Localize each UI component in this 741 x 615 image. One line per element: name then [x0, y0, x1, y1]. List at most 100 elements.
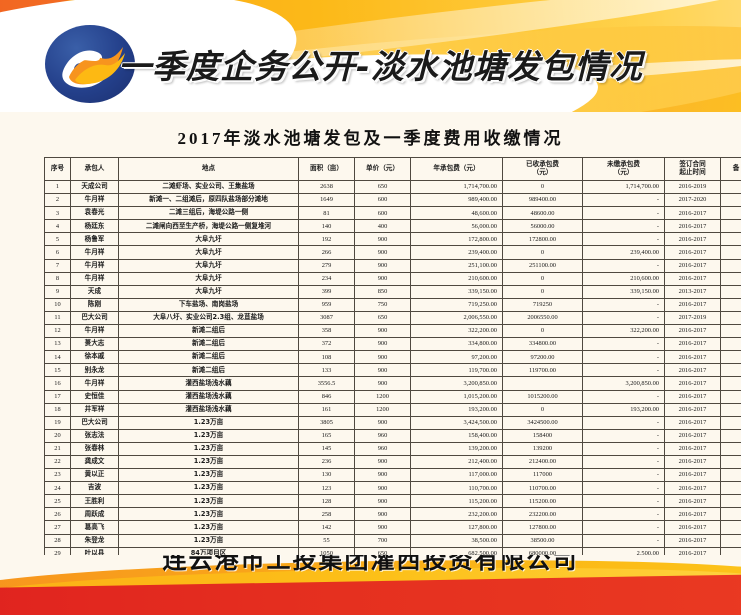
row-area: 3805 — [298, 415, 355, 430]
row-unit-price: 900 — [354, 494, 411, 509]
row-contract-period: 2016-2017 — [664, 297, 721, 312]
row-paid-fee: 989400.00 — [502, 193, 583, 208]
row-area: 128 — [298, 494, 355, 509]
row-index: 12 — [44, 324, 71, 339]
row-location: 1.23万亩 — [118, 454, 299, 470]
row-unit-price: 750 — [354, 297, 411, 312]
row-remarks — [720, 232, 741, 247]
row-index: 27 — [44, 520, 71, 535]
row-annual-fee: 2,006,550.00 — [410, 310, 503, 326]
row-contractor: 蒉大志 — [70, 337, 119, 352]
table-row: 23 黄以正 1.23万亩 130 900 117,000.00 117000-2016-2… — [44, 468, 741, 483]
row-contract-period: 2017-2020 — [664, 193, 721, 208]
table-row: 24 吉波 1.23万亩 123 900 110,700.00 110700.00-2016… — [44, 481, 741, 496]
row-area: 123 — [298, 481, 355, 496]
row-area: 165 — [298, 428, 355, 443]
col-header-remarks: 备 注 — [720, 157, 741, 181]
row-paid-fee: 110700.00 — [502, 481, 583, 496]
row-unpaid-fee: - — [582, 428, 665, 443]
row-paid-fee: 158400 — [502, 428, 583, 443]
table-row: 17 史恒佳 灌西盐场浅水藕 846 1200 1,015,200.00 1015200.0… — [44, 389, 741, 404]
logo-swoosh-icon — [62, 47, 125, 88]
row-paid-fee: 0 — [502, 245, 583, 260]
table-row: 13 蒉大志 新滩二组后 372 900 334,800.00 334800.00-2016… — [44, 337, 741, 352]
row-area: 236 — [298, 454, 355, 470]
row-unit-price: 1200 — [354, 402, 411, 417]
row-contractor: 巴大公司 — [70, 310, 119, 326]
row-contractor: 史恒佳 — [70, 389, 119, 404]
row-paid-fee: 119700.00 — [502, 363, 583, 378]
row-paid-fee — [502, 376, 583, 391]
row-index: 22 — [44, 454, 71, 470]
row-paid-fee: 0 — [502, 284, 583, 299]
row-unpaid-fee: - — [582, 193, 665, 208]
row-annual-fee: 210,600.00 — [410, 271, 503, 286]
row-unpaid-fee: - — [582, 232, 665, 247]
row-contractor: 徐本戚 — [70, 350, 119, 365]
row-area: 846 — [298, 389, 355, 404]
row-unpaid-fee: - — [582, 206, 665, 221]
table-body: 1 天成公司 二滩虾场、实业公司、王集盐场 2638 650 1,714,700.00 0 1… — [44, 179, 741, 574]
row-unpaid-fee: - — [582, 481, 665, 496]
row-unpaid-fee: 1,714,700.00 — [582, 179, 665, 195]
row-index: 14 — [44, 350, 71, 365]
row-location: 新滩二组后 — [118, 350, 299, 365]
row-paid-fee: 212400.00 — [502, 454, 583, 470]
row-contractor: 杨廷东 — [70, 219, 119, 234]
col-header-location: 地点 — [118, 157, 299, 181]
row-index: 18 — [44, 402, 71, 417]
row-unpaid-fee: - — [582, 454, 665, 470]
row-paid-fee: 1015200.00 — [502, 389, 583, 404]
table-row: 15 别永龙 新滩二组后 133 900 119,700.00 119700.00-2016… — [44, 363, 741, 378]
row-location: 新滩二组后 — [118, 363, 299, 378]
row-area: 108 — [298, 350, 355, 365]
row-remarks — [720, 363, 741, 378]
col-header-index: 序号 — [44, 157, 71, 181]
row-unit-price: 400 — [354, 219, 411, 234]
table-row: 26 周跃成 1.23万亩 258 900 232,200.00 232200.00-201… — [44, 507, 741, 522]
table-row: 4 杨廷东 二滩闸向西至生产桥，海堤公路一侧复堆河 140 400 56,000.00 56… — [44, 219, 741, 234]
row-remarks — [720, 245, 741, 260]
row-contractor: 天成 — [70, 284, 119, 299]
table-header-row: 序号 承包人 地点 面积（亩） 单价（元） 年承包费（元） 已收承包费 （元） … — [44, 157, 741, 181]
row-location: 下车盐场、南岗盐场 — [118, 297, 299, 312]
row-unpaid-fee: - — [582, 468, 665, 483]
row-unpaid-fee: - — [582, 494, 665, 509]
row-area: 130 — [298, 468, 355, 483]
row-contract-period: 2016-2017 — [664, 363, 721, 378]
row-contract-period: 2016-2017 — [664, 219, 721, 234]
row-paid-fee: 48600.00 — [502, 206, 583, 221]
row-area: 161 — [298, 402, 355, 417]
row-contractor: 袁春光 — [70, 206, 119, 221]
row-unpaid-fee: 210,600.00 — [582, 271, 665, 286]
table-row: 2 牛月祥 新滩一、二组滩后，原四队盐场部分滩地 1649 600 989,400.00 9… — [44, 193, 741, 208]
row-index: 20 — [44, 428, 71, 443]
row-annual-fee: 3,424,500.00 — [410, 415, 503, 430]
row-contractor: 杨鲁军 — [70, 232, 119, 247]
row-unit-price: 900 — [354, 363, 411, 378]
row-index: 28 — [44, 533, 71, 548]
row-unit-price: 900 — [354, 507, 411, 522]
row-paid-fee: 0 — [502, 179, 583, 195]
row-paid-fee: 127800.00 — [502, 520, 583, 535]
row-contract-period: 2016-2017 — [664, 206, 721, 221]
row-location: 二滩虾场、实业公司、王集盐场 — [118, 179, 299, 195]
row-remarks — [720, 441, 741, 456]
row-contractor: 陈刚 — [70, 297, 119, 312]
row-annual-fee: 193,200.00 — [410, 402, 503, 417]
table-row: 18 井军祥 灌西盐场浅水藕 161 1200 193,200.00 0 193,200.00… — [44, 402, 741, 417]
row-unpaid-fee: - — [582, 363, 665, 378]
document-title: 2017年淡水池塘发包及一季度费用收缴情况 — [177, 129, 564, 148]
row-area: 1649 — [298, 193, 355, 208]
row-index: 7 — [44, 258, 71, 273]
row-annual-fee: 38,500.00 — [410, 533, 503, 548]
page-banner: 一季度企务公开-淡水池塘发包情况 — [0, 0, 741, 112]
row-index: 9 — [44, 284, 71, 299]
row-contract-period: 2016-2017 — [664, 258, 721, 273]
contracts-table: 序号 承包人 地点 面积（亩） 单价（元） 年承包费（元） 已收承包费 （元） … — [44, 157, 741, 574]
row-location: 二滩三组后，海堤公路一侧 — [118, 206, 299, 221]
row-unit-price: 900 — [354, 468, 411, 483]
row-contractor: 吉波 — [70, 481, 119, 496]
row-contract-period: 2016-2017 — [664, 337, 721, 352]
row-area: 258 — [298, 507, 355, 522]
